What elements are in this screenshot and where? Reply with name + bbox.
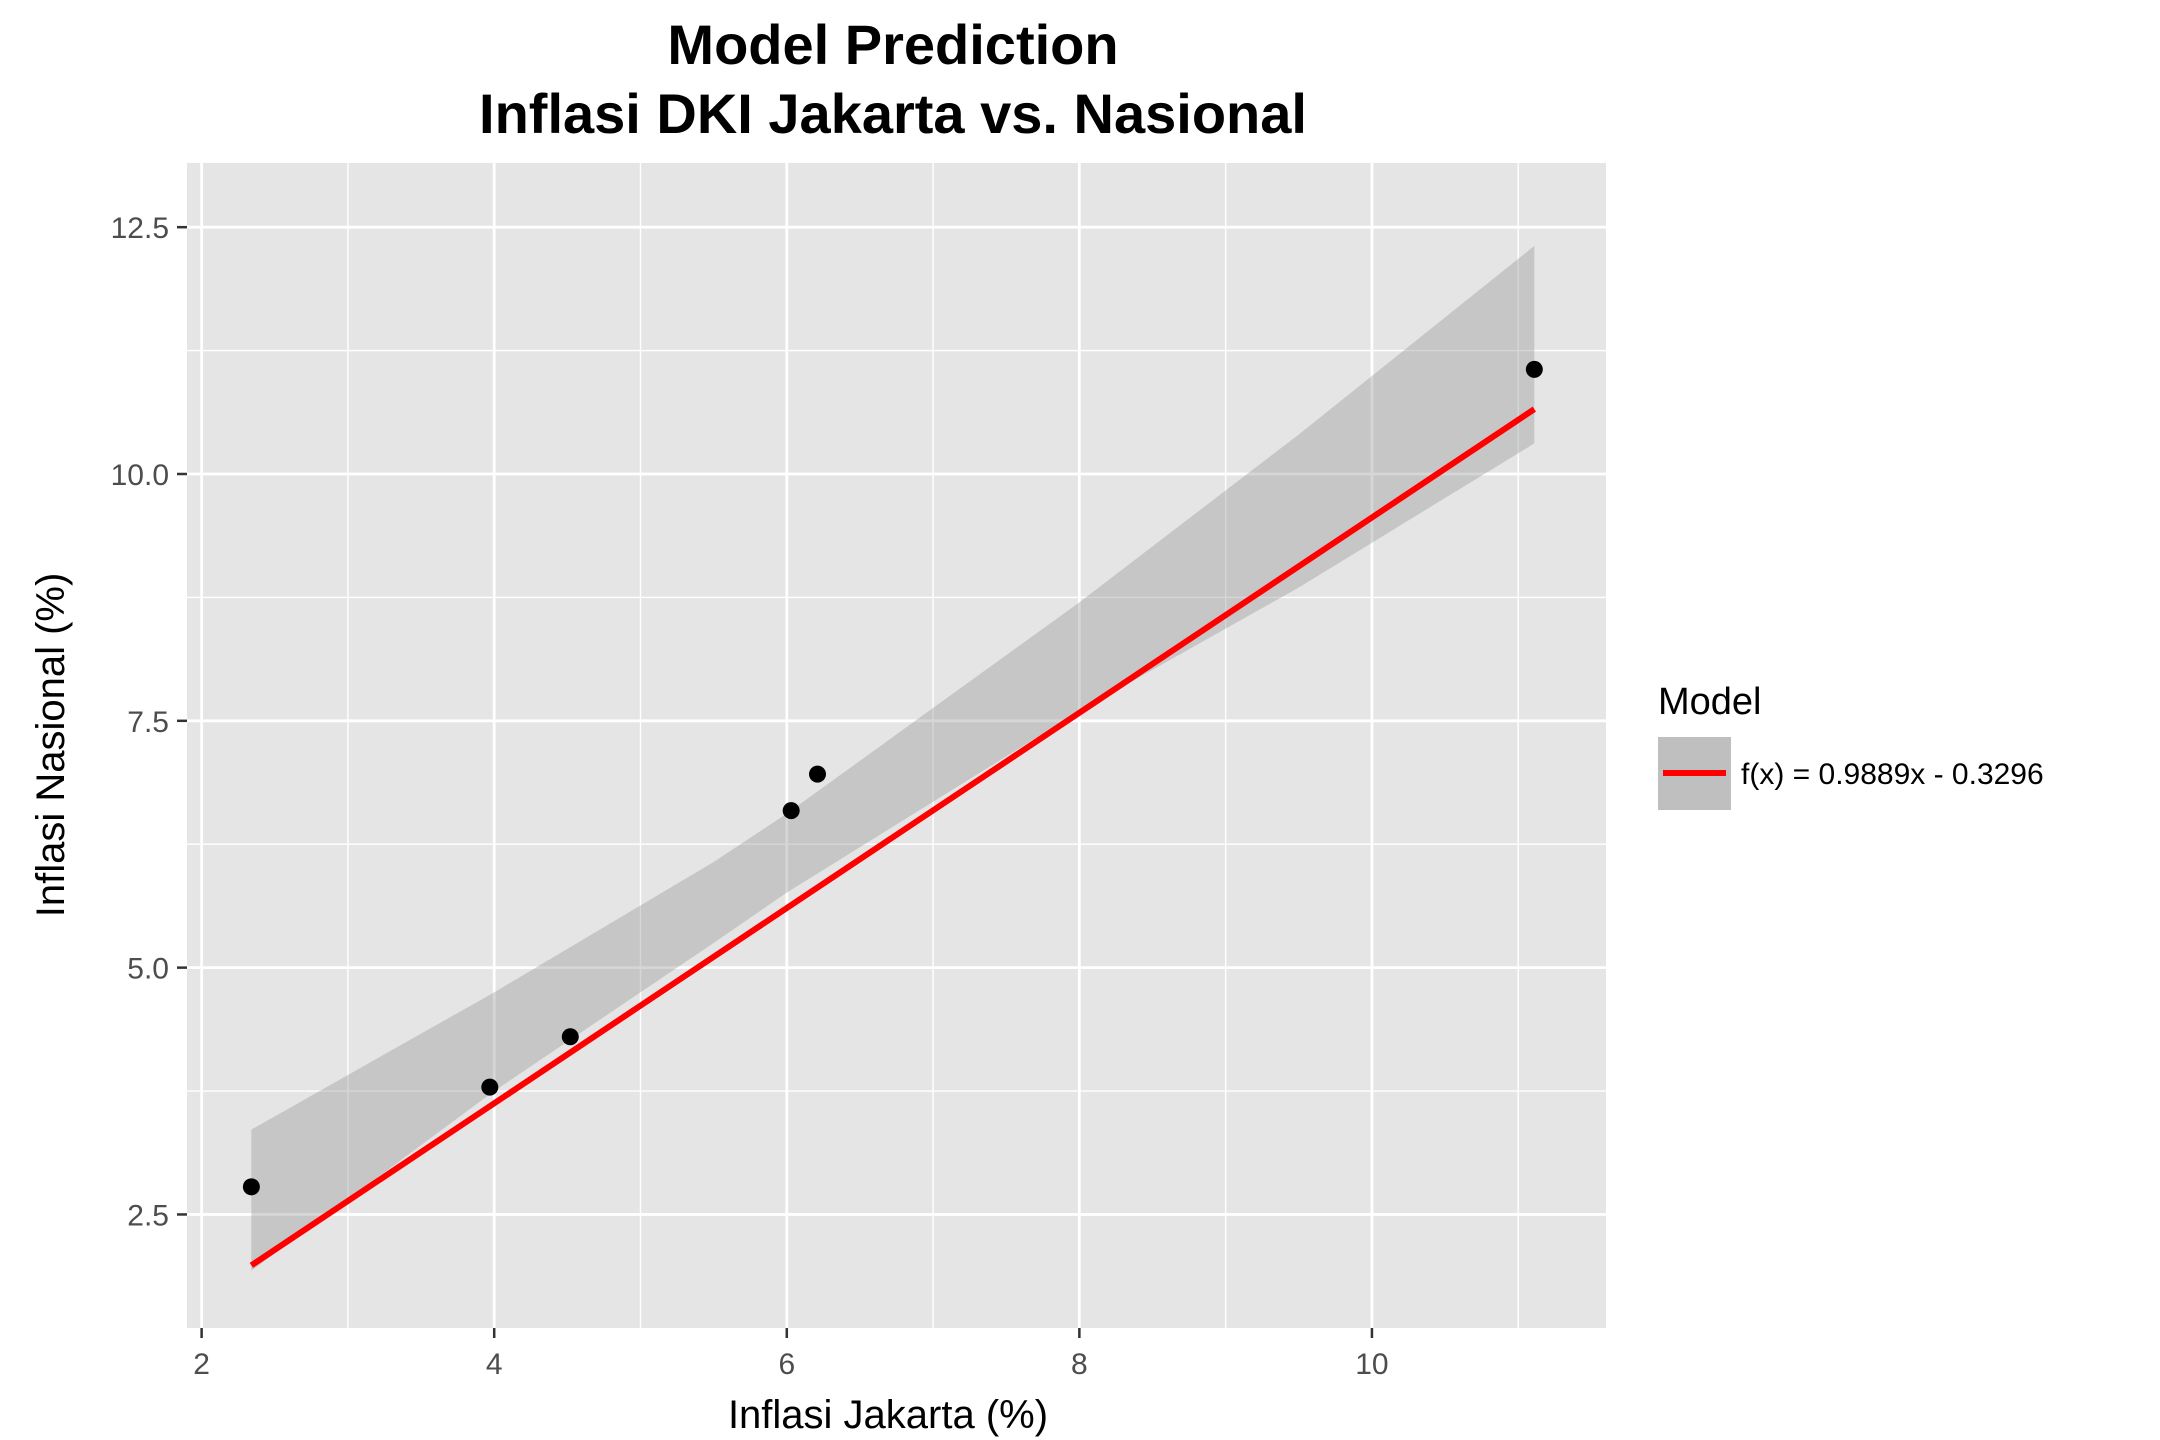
x-axis-title: Inflasi Jakarta (%) <box>728 1393 1048 1437</box>
x-tick-label: 10 <box>1355 1348 1388 1381</box>
y-axis-ticks: 2.5 5.0 7.5 10.0 12.5 <box>111 212 187 1232</box>
y-tick-label: 12.5 <box>111 212 169 245</box>
y-tick-label: 10.0 <box>111 459 169 492</box>
data-point <box>481 1078 499 1096</box>
x-tick-label: 2 <box>193 1348 210 1381</box>
legend: Model f(x) = 0.9889x - 0.3296 <box>1658 681 2044 810</box>
data-point <box>809 765 827 783</box>
y-tick-label: 7.5 <box>127 706 169 739</box>
data-point <box>1525 360 1543 378</box>
data-point <box>242 1178 260 1196</box>
fit-line <box>249 406 1536 1268</box>
x-tick-label: 8 <box>1071 1348 1088 1381</box>
legend-entry-label: f(x) = 0.9889x - 0.3296 <box>1741 758 2044 791</box>
x-tick-label: 4 <box>486 1348 503 1381</box>
chart-title-line-2: Inflasi DKI Jakarta vs. Nasional <box>479 82 1307 145</box>
y-tick-label: 2.5 <box>127 1199 169 1232</box>
plot-panel <box>187 163 1606 1328</box>
y-tick-label: 5.0 <box>127 953 169 986</box>
x-axis-ticks: 2 4 6 8 10 <box>193 1328 1389 1381</box>
chart-title-line-1: Model Prediction <box>667 13 1118 76</box>
legend-title: Model <box>1658 681 1762 723</box>
x-tick-label: 6 <box>778 1348 795 1381</box>
minor-gridlines <box>187 163 1606 1328</box>
major-gridlines <box>187 163 1606 1328</box>
data-point <box>782 802 800 820</box>
data-points <box>242 360 1543 1196</box>
y-axis-title: Inflasi Nasional (%) <box>29 573 73 918</box>
data-point <box>561 1028 579 1046</box>
confidence-band <box>251 245 1535 1271</box>
